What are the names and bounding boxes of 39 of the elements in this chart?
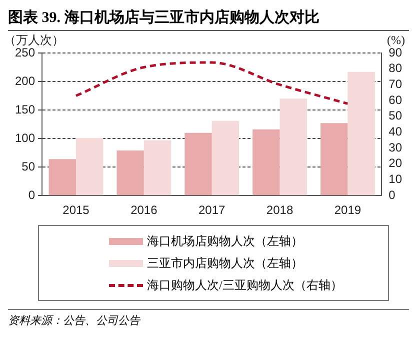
x-tick-label: 2019 — [334, 203, 362, 218]
legend-label: 三亚市内店购物人次（左轴） — [147, 254, 303, 272]
y-tick-label: 100 — [14, 130, 36, 145]
y2-tick-label: 50 — [388, 108, 402, 123]
x-tick-label: 2017 — [198, 203, 226, 218]
x-tick-label: 2016 — [130, 203, 158, 218]
y2-tick-label: 70 — [388, 77, 402, 91]
y-tick-label: 200 — [14, 74, 36, 88]
chart-title: 图表 39. 海口机场店与三亚市内店购物人次对比 — [8, 8, 409, 31]
bar — [252, 129, 280, 196]
y-tick-label: 250 — [14, 45, 36, 60]
y2-tick-label: 60 — [388, 92, 402, 107]
x-tick-label: 2018 — [266, 203, 294, 218]
y-tick-label: 50 — [22, 159, 36, 174]
y-tick-label: 0 — [28, 188, 36, 202]
line-series — [74, 61, 349, 105]
y2-tick-label: 40 — [388, 124, 402, 139]
bar — [184, 132, 212, 196]
bar — [76, 138, 104, 196]
y-axis-title: （万人次） — [4, 33, 64, 48]
y2-tick-label: 30 — [388, 140, 402, 154]
legend-label: 海口机场店购物人次（左轴） — [147, 232, 303, 250]
y2-tick-label: 20 — [388, 156, 402, 170]
bar — [320, 123, 348, 196]
bar — [116, 150, 144, 196]
y-tick-label: 150 — [14, 102, 36, 116]
x-tick-label: 2015 — [62, 203, 90, 218]
y2-tick-label: 80 — [388, 61, 402, 76]
bar — [348, 72, 375, 196]
y2-tick-label: 0 — [388, 188, 396, 202]
y2-tick-label: 90 — [388, 45, 402, 60]
bar — [212, 120, 240, 196]
bar — [144, 140, 172, 196]
y2-tick-label: 10 — [388, 172, 402, 186]
legend-label: 海口购物人次/三亚购物人次（右轴） — [147, 276, 342, 294]
y2-axis-title: (%) — [387, 33, 405, 48]
bar — [280, 98, 307, 196]
text: 资料来源：公告、公司公告 — [8, 309, 409, 328]
bar — [48, 159, 76, 196]
